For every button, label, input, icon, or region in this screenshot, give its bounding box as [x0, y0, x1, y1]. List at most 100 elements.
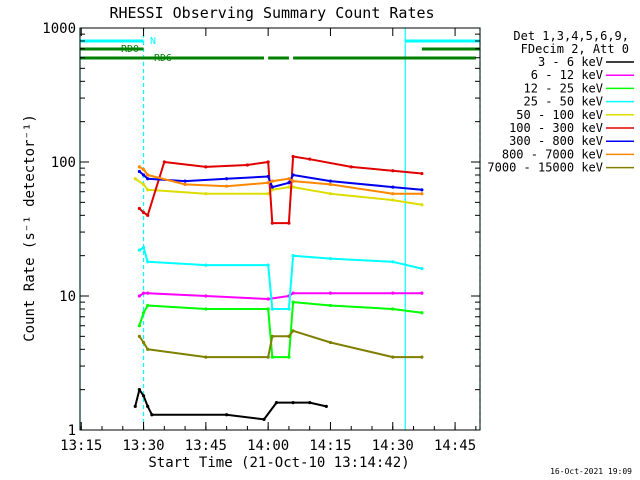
series-7-point-4 [225, 184, 229, 188]
series-6-point-5 [266, 174, 270, 179]
series-6-point-0 [137, 169, 141, 174]
series-0-point-5 [225, 413, 229, 417]
series-4-point-0 [133, 177, 137, 181]
series-2-point-8 [328, 303, 333, 308]
series-line-5 [138, 155, 422, 225]
series-3-point-0 [137, 248, 141, 252]
legend-label-4: 50 - 100 keV [516, 108, 603, 122]
series-1-point-0 [137, 294, 141, 298]
series-line-1 [138, 292, 422, 300]
y-tick-label-1: 10 [59, 289, 76, 305]
series-3-point-3 [204, 263, 208, 267]
x-tick-label-1: 13:30 [122, 438, 164, 454]
series-7-point-9 [328, 182, 333, 187]
series-5-point-12 [391, 169, 395, 173]
series-0-point-9 [308, 401, 312, 405]
series-0-point-2 [141, 394, 146, 398]
x-tick-label-5: 14:30 [372, 438, 414, 454]
series-8-point-0 [137, 334, 141, 338]
series-4-point-10 [420, 203, 424, 207]
series-5-point-10 [308, 157, 312, 161]
series-2-point-6 [287, 355, 291, 359]
series-1-point-2 [146, 291, 150, 295]
series-0-point-8 [291, 401, 295, 405]
legend-label-2: 12 - 25 keV [524, 81, 603, 95]
series-3-point-4 [266, 263, 270, 267]
series-5-point-11 [349, 165, 353, 169]
series-4-point-2 [146, 188, 150, 192]
x-tick-label-0: 13:15 [60, 438, 102, 454]
series-2-point-2 [146, 303, 150, 308]
legend-label-3: 25 - 50 keV [524, 95, 603, 109]
series-0-point-10 [324, 404, 328, 409]
series-2-point-9 [391, 307, 395, 311]
series-8-point-9 [391, 355, 395, 359]
series-5-point-3 [162, 160, 166, 164]
series-0-point-4 [150, 413, 154, 417]
legend-label-0: 3 - 6 keV [538, 55, 603, 69]
series-3-point-6 [287, 307, 291, 311]
series-4-point-7 [291, 185, 295, 189]
series-2-point-5 [270, 355, 274, 359]
series-1-point-9 [420, 291, 424, 295]
legend-label-8: 7000 - 15000 keV [487, 161, 603, 175]
series-3-point-1 [141, 245, 146, 250]
series-6-point-6 [270, 185, 274, 189]
series-0-point-0 [133, 404, 137, 409]
series-6-point-9 [328, 179, 333, 183]
y-tick-label-2: 100 [51, 155, 76, 171]
legend-header-line-2: FDecim 2, Att 0 [521, 42, 629, 56]
series-8-point-5 [270, 334, 274, 338]
series-5-point-13 [420, 171, 424, 176]
legend-label-5: 100 - 300 keV [509, 121, 603, 135]
series-2-point-4 [266, 307, 270, 311]
y-axis-label: Count Rate (s⁻¹ detector⁻¹) [22, 114, 38, 342]
series-4-point-3 [204, 192, 208, 196]
series-7-point-8 [291, 179, 295, 183]
series-4-point-8 [328, 192, 333, 196]
series-7-point-11 [420, 192, 424, 196]
series-4-point-6 [287, 185, 291, 189]
rd0-flag-label: RD0 [121, 44, 139, 55]
series-8-point-2 [146, 347, 150, 351]
series-2-point-1 [141, 311, 146, 315]
series-8-point-1 [141, 340, 146, 345]
series-3-point-9 [391, 260, 395, 264]
series-8-point-6 [287, 334, 291, 338]
series-3-point-7 [291, 254, 295, 258]
series-7-point-2 [146, 173, 150, 177]
series-1-point-8 [391, 291, 395, 295]
series-1-point-3 [204, 294, 208, 298]
legend-label-6: 300 - 800 keV [509, 134, 603, 148]
series-7-point-1 [141, 167, 146, 172]
series-6-point-3 [183, 179, 187, 183]
legend-label-1: 6 - 12 keV [531, 68, 603, 82]
series-6-point-2 [146, 177, 150, 181]
series-5-point-6 [266, 160, 270, 164]
y-tick-label-0: 1 [68, 423, 76, 439]
series-6-point-11 [420, 188, 424, 192]
series-8-point-7 [291, 329, 295, 333]
series-7-point-0 [137, 165, 141, 169]
series-0-point-1 [137, 388, 141, 392]
series-7-point-10 [391, 192, 395, 196]
plot-frame [79, 27, 481, 431]
legend-label-7: 800 - 7000 keV [502, 147, 603, 161]
series-7-point-5 [266, 181, 270, 185]
series-7-point-3 [183, 182, 187, 187]
series-5-point-1 [141, 210, 146, 215]
series-3-point-2 [146, 260, 150, 264]
series-2-point-7 [291, 300, 295, 304]
series-5-point-8 [287, 221, 291, 225]
series-6-point-1 [141, 173, 146, 177]
series-6-point-7 [287, 181, 291, 185]
chart-title: RHESSI Observing Summary Count Rates [109, 4, 434, 22]
series-8-point-3 [204, 355, 208, 359]
series-3-point-10 [420, 267, 424, 271]
series-1-point-7 [328, 291, 333, 295]
night-flag-label: N [150, 36, 156, 47]
timestamp: 16-Oct-2021 19:09 [550, 467, 632, 476]
series-8-point-8 [328, 340, 333, 345]
series-8-point-4 [266, 355, 270, 359]
